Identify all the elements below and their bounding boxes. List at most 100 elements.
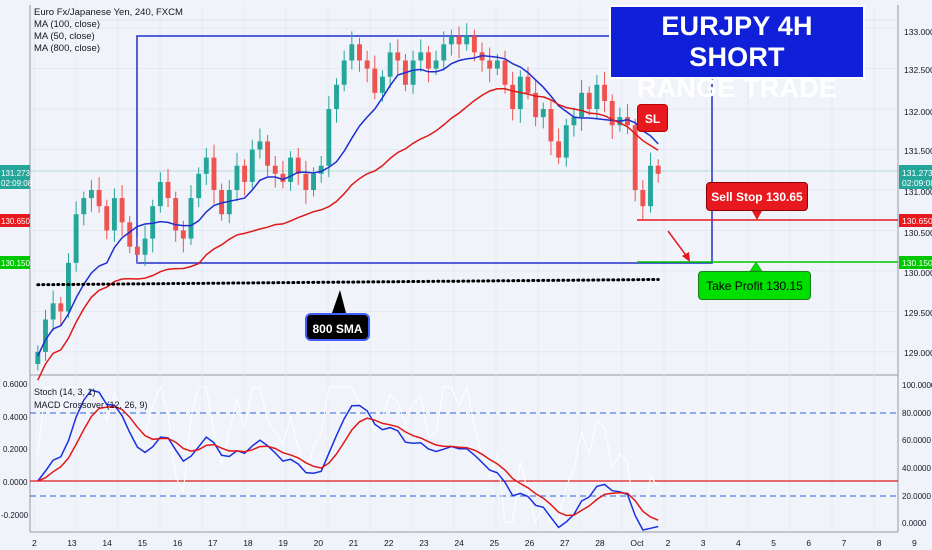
price-tick: 129.500 xyxy=(904,308,932,318)
candle xyxy=(640,190,646,207)
trade-arrow xyxy=(667,230,689,259)
candle xyxy=(602,84,608,101)
candle xyxy=(265,141,271,166)
time-tick: 21 xyxy=(349,538,359,548)
time-tick: 13 xyxy=(67,538,77,548)
macd-signal-line xyxy=(37,405,659,521)
indicator-label-macd: MACD Crossover (12, 26, 9) xyxy=(34,400,148,410)
price-tick: 132.000 xyxy=(904,107,932,117)
ma-800-line xyxy=(36,278,660,287)
candle xyxy=(464,36,470,45)
candle xyxy=(632,125,638,190)
title-banner: EURJPY 4H SHORT RANGE TRADE xyxy=(609,5,865,103)
candle xyxy=(58,303,64,312)
time-tick: Oct xyxy=(630,538,644,548)
candle xyxy=(66,262,71,312)
candle xyxy=(311,173,316,190)
candle xyxy=(594,84,600,110)
candle xyxy=(196,173,202,199)
time-tick: 16 xyxy=(173,538,183,548)
time-tick: 25 xyxy=(490,538,500,548)
time-tick: 17 xyxy=(208,538,218,548)
time-tick: 2 xyxy=(32,538,37,548)
candle xyxy=(533,92,539,118)
indicator-tick-left: -0.2000 xyxy=(1,511,29,520)
time-tick: 24 xyxy=(454,538,464,548)
candle xyxy=(43,319,48,352)
time-tick: 18 xyxy=(243,538,253,548)
horizontal-gridlines xyxy=(30,27,898,353)
candle xyxy=(372,68,378,93)
trade-arrowhead xyxy=(682,252,690,262)
candle xyxy=(188,198,194,239)
indicator-tick-left: 0.2000 xyxy=(3,445,28,454)
indicator-tick-right: 100.0000 xyxy=(902,381,932,390)
candle xyxy=(303,173,309,190)
candle xyxy=(111,198,117,231)
candle xyxy=(364,60,370,69)
indicator-label-stoch: Stoch (14, 3, 1) xyxy=(34,387,96,397)
candle xyxy=(257,141,263,150)
ma-100-line xyxy=(37,88,659,381)
candle xyxy=(425,52,431,69)
candle xyxy=(494,60,500,69)
candle xyxy=(471,36,477,53)
time-tick: 8 xyxy=(877,538,882,548)
time-tick: 22 xyxy=(384,538,394,548)
indicator-tick-left: 0.0000 xyxy=(3,478,28,487)
candle xyxy=(127,222,133,247)
candle xyxy=(242,165,248,182)
candle xyxy=(448,36,454,45)
symbol-title: Euro Fx/Japanese Yen, 240, FXCM xyxy=(34,7,183,18)
time-tick: 15 xyxy=(138,538,148,548)
candle xyxy=(357,44,362,61)
candle xyxy=(525,76,531,93)
candle xyxy=(88,190,94,199)
time-tick: 2 xyxy=(666,538,671,548)
banner-line-1: EURJPY 4H SHORT xyxy=(661,11,813,72)
candle xyxy=(150,206,156,239)
candle xyxy=(410,60,416,85)
price-tick: 130.500 xyxy=(904,228,932,238)
ma-legend-50: MA (50, close) xyxy=(34,31,95,42)
candle xyxy=(134,246,140,255)
candle xyxy=(295,157,301,174)
candle xyxy=(579,92,585,118)
candle xyxy=(96,190,102,207)
price-tick: 131.500 xyxy=(904,146,932,156)
time-tick: 3 xyxy=(701,538,706,548)
time-tick: 20 xyxy=(314,538,324,548)
indicator-tick-left: 0.4000 xyxy=(3,413,28,422)
candle xyxy=(456,36,462,45)
candle xyxy=(563,125,569,158)
time-tick: 5 xyxy=(771,538,776,548)
time-tick: 7 xyxy=(842,538,847,548)
time-tick: 19 xyxy=(278,538,288,548)
sma-800-callout: 800 SMA xyxy=(305,313,370,341)
candle xyxy=(548,109,554,142)
candle xyxy=(625,117,630,126)
candle xyxy=(326,109,332,166)
candle xyxy=(395,52,401,61)
time-tick: 27 xyxy=(560,538,570,548)
indicator-tick-left: 0.6000 xyxy=(3,380,28,389)
sell-stop-price-label-left: 130.650 xyxy=(1,217,30,226)
current-price-label: 131.273 xyxy=(902,168,932,178)
time-tick: 26 xyxy=(525,538,535,548)
candle xyxy=(510,84,516,110)
candle xyxy=(234,165,240,190)
candle xyxy=(387,52,393,77)
time-tick: 14 xyxy=(102,538,112,548)
ma-50-line xyxy=(37,54,659,357)
sell-stop-callout: Sell Stop 130.65 xyxy=(706,182,808,211)
candle xyxy=(104,206,110,231)
candle xyxy=(380,76,385,93)
indicator-tick-right: 40.0000 xyxy=(902,464,931,473)
take-profit-price-label: 130.150 xyxy=(902,258,932,268)
candle xyxy=(180,230,186,239)
price-tick: 130.000 xyxy=(904,268,932,278)
candle xyxy=(203,157,209,174)
take-profit-callout: Take Profit 130.15 xyxy=(698,271,811,300)
candle xyxy=(280,173,286,182)
